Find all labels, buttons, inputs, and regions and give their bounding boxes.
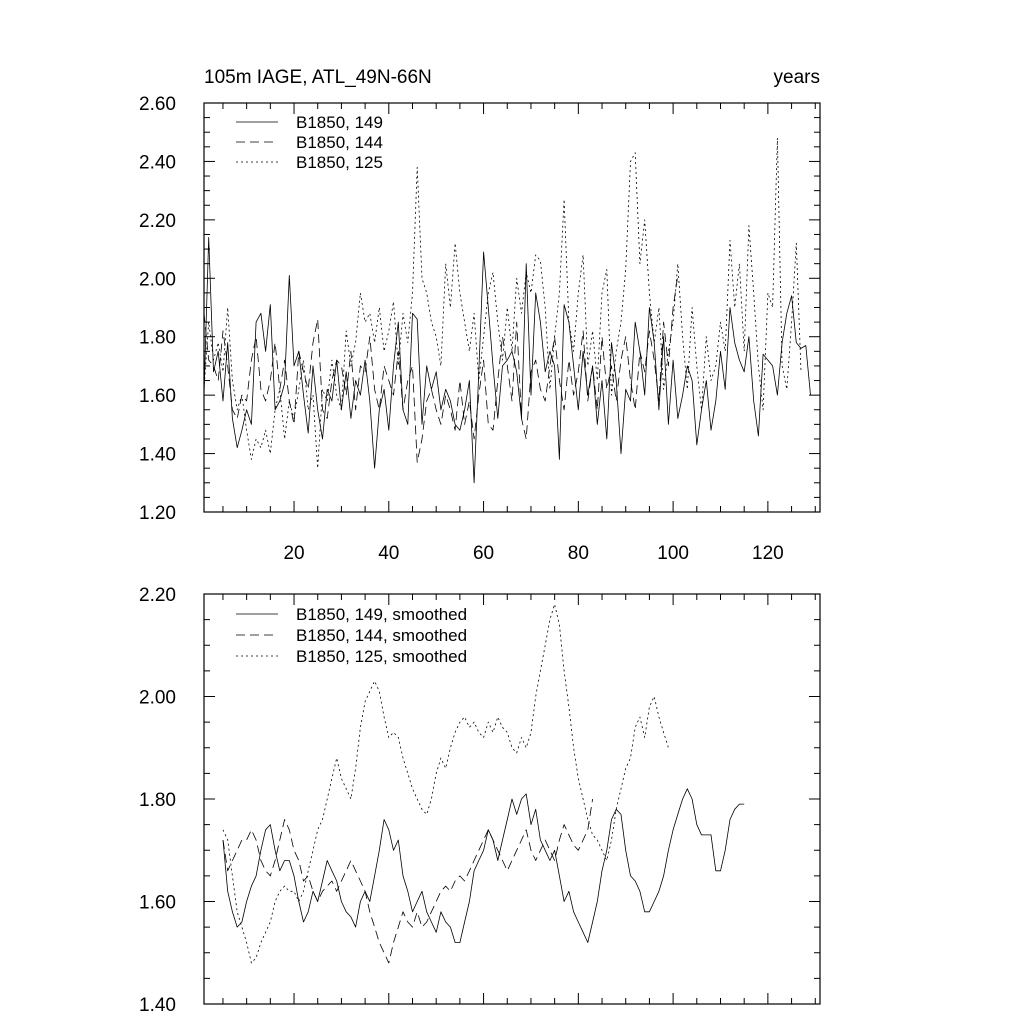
top-ytick-label: 2.60	[139, 94, 176, 115]
top-xtick-label: 100	[657, 543, 689, 564]
top-ytick-label: 2.00	[139, 269, 176, 290]
bottom-legend-label: B1850, 125, smoothed	[296, 647, 467, 666]
top-series-line-dotted	[203, 137, 802, 469]
bottom-ytick-label: 1.40	[139, 995, 176, 1016]
top-xtick-label: 80	[568, 543, 589, 564]
top-ytick-label: 1.20	[139, 503, 176, 524]
top-ytick-label: 1.80	[139, 328, 176, 349]
top-ytick-label: 2.40	[139, 152, 176, 173]
bottom-ytick-label: 1.80	[139, 790, 176, 811]
bottom-series-line-solid	[222, 788, 745, 943]
bottom-chart: 1.40 1.60 1.80 2.00 2.20 B1850, 149, smoothed…	[139, 585, 821, 1016]
top-xtick-label: 120	[752, 543, 784, 564]
bottom-ytick-label: 2.20	[139, 585, 176, 606]
top-ytick-label: 1.40	[139, 445, 176, 466]
bottom-ytick-label: 1.60	[139, 893, 176, 914]
bottom-legend-label: B1850, 144, smoothed	[296, 626, 467, 645]
top-ytick-label: 2.20	[139, 211, 176, 232]
bottom-legend-label: B1850, 149, smoothed	[296, 605, 467, 624]
bottom-ytick-label: 2.00	[139, 688, 176, 709]
bottom-series-line-dashed	[222, 798, 593, 964]
top-chart-right-label: years	[774, 67, 820, 88]
top-legend-label: B1850, 125	[296, 153, 383, 172]
top-series-line-dashed	[203, 275, 679, 463]
top-chart-title: 105m IAGE, ATL_49N-66N	[204, 67, 432, 88]
top-legend-label: B1850, 149	[296, 113, 383, 132]
top-xtick-label: 20	[283, 543, 304, 564]
bottom-series-line-dotted	[222, 603, 669, 964]
top-chart: 105m IAGE, ATL_49N-66N years 1.20 1.40 1.6…	[139, 67, 821, 564]
top-legend-label: B1850, 144	[296, 133, 383, 152]
top-xtick-label: 60	[473, 543, 494, 564]
top-series-line-solid	[203, 236, 811, 484]
top-xtick-label: 40	[378, 543, 399, 564]
top-ytick-label: 1.60	[139, 386, 176, 407]
